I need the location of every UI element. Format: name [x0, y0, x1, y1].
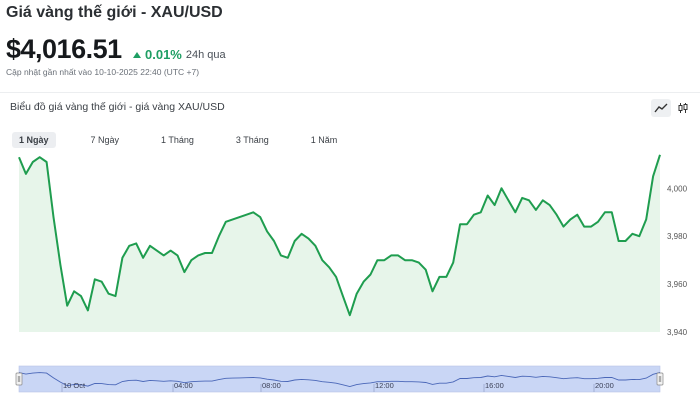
price-area: [19, 154, 660, 332]
current-price: $4,016.51: [6, 34, 122, 64]
navigator-left-handle[interactable]: [15, 372, 23, 386]
navigator-line: [18, 371, 661, 387]
change-period: 24h qua: [185, 48, 226, 61]
y-tick-label: 3,960: [667, 280, 688, 289]
tab-3-months[interactable]: 3 Tháng: [235, 135, 269, 145]
navigator-right-handle[interactable]: [656, 372, 664, 386]
tab-1-month[interactable]: 1 Tháng: [161, 135, 194, 145]
price-line: [18, 154, 661, 317]
y-tick-label: 3,980: [667, 232, 688, 241]
tab-7-days[interactable]: 7 Ngày: [90, 135, 120, 145]
change-percent: 0.01%: [145, 47, 182, 62]
x-tick-label: 10 Oct: [63, 381, 86, 390]
line-chart-icon: [654, 103, 668, 113]
up-arrow-icon: [133, 51, 141, 58]
x-tick-label: 20:00: [595, 381, 614, 390]
price-change: 0.01% 24h qua: [133, 47, 226, 62]
candlestick-icon: [678, 103, 688, 113]
y-tick-label: 3,940: [667, 328, 688, 337]
x-tick-label: 04:00: [174, 381, 193, 390]
x-tick-label: 12:00: [375, 381, 394, 390]
x-tick-label: 08:00: [262, 381, 281, 390]
candlestick-button[interactable]: [673, 99, 693, 117]
tab-1-year[interactable]: 1 Năm: [310, 135, 338, 145]
page-title: Giá vàng thế giới - XAU/USD: [6, 4, 223, 21]
y-tick-label: 4,000: [667, 184, 688, 193]
x-tick-label: 16:00: [485, 381, 504, 390]
tab-1-day[interactable]: 1 Ngày: [12, 132, 56, 148]
range-tabs: 1 Ngày 7 Ngày 1 Tháng 3 Tháng 1 Năm: [12, 132, 366, 148]
line-chart-button[interactable]: [651, 99, 671, 117]
last-updated: Cập nhật gần nhất vào 10-10-2025 22:40 (…: [6, 67, 200, 77]
chart-title: Biểu đồ giá vàng thế giới - giá vàng XAU…: [10, 101, 225, 113]
chart-panel: Biểu đồ giá vàng thế giới - giá vàng XAU…: [0, 92, 700, 401]
